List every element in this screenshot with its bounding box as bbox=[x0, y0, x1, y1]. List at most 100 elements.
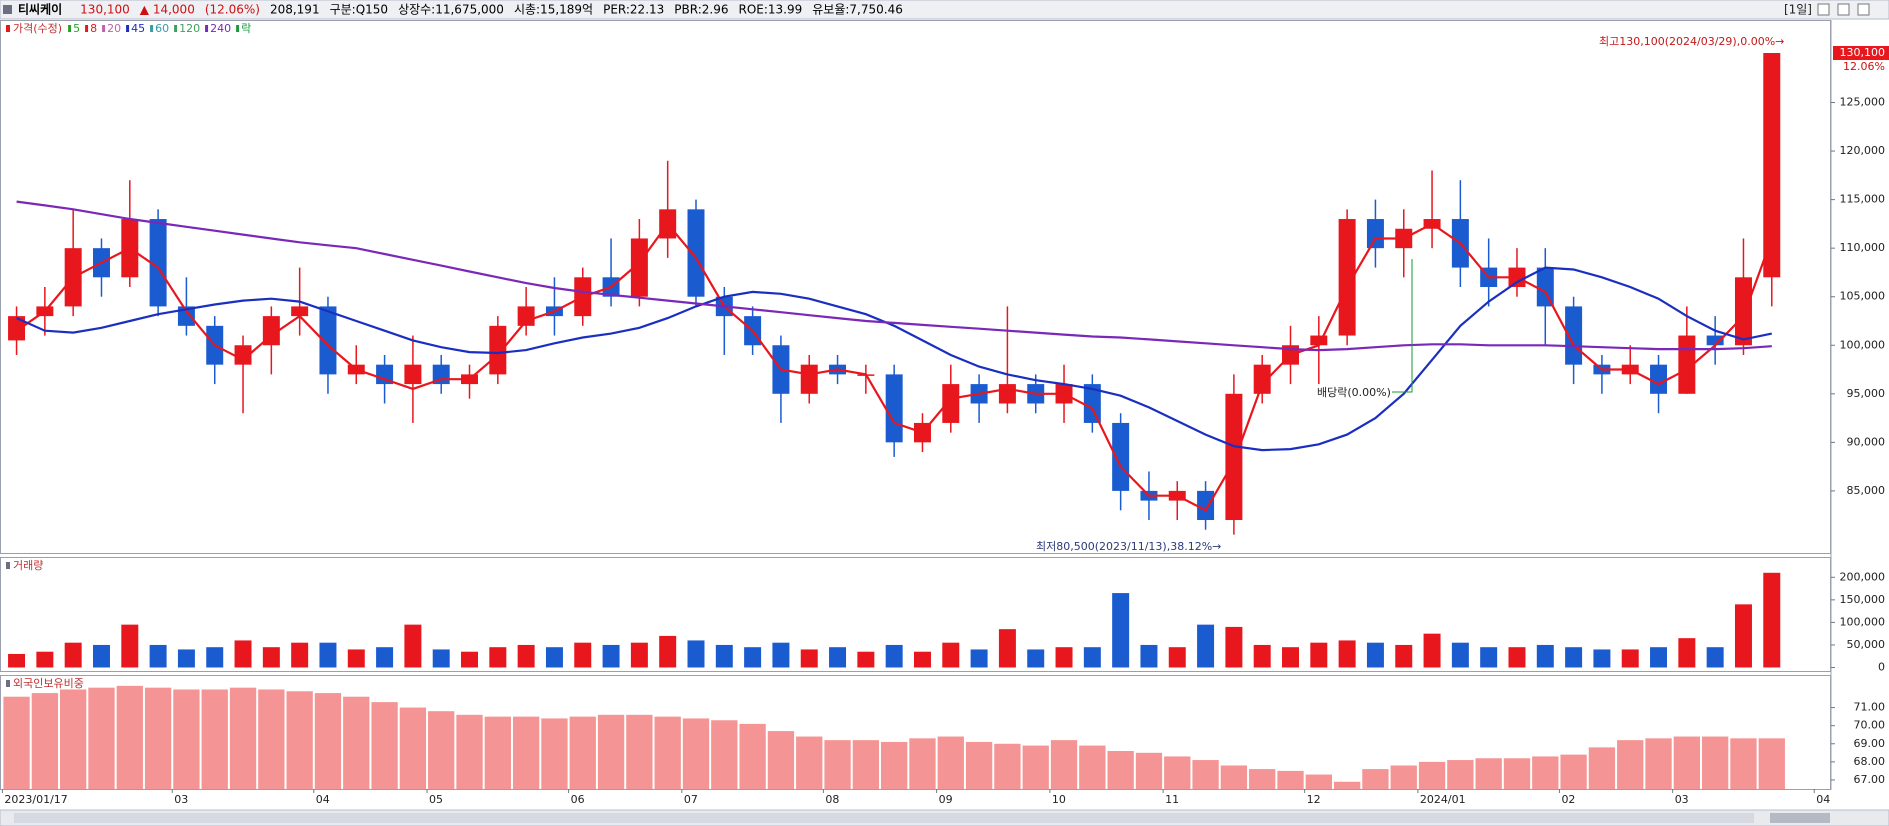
bar bbox=[432, 649, 450, 668]
bar bbox=[1220, 765, 1248, 789]
bar bbox=[1338, 640, 1356, 668]
bar bbox=[796, 736, 823, 789]
bar bbox=[234, 640, 252, 668]
bar bbox=[942, 642, 960, 668]
candle-body bbox=[1197, 490, 1215, 521]
y-tick-label: 200,000 bbox=[1840, 570, 1886, 583]
bar bbox=[767, 731, 795, 789]
y-tick-label: 95,000 bbox=[1847, 387, 1886, 400]
y-tick-label: 150,000 bbox=[1840, 593, 1886, 606]
y-tick-label: 85,000 bbox=[1847, 484, 1886, 497]
x-tick-label: 03 bbox=[174, 793, 188, 806]
moving-average bbox=[16, 200, 1772, 352]
bar bbox=[314, 693, 342, 789]
window-button[interactable] bbox=[1857, 3, 1870, 16]
candle-body bbox=[149, 219, 167, 307]
header-item: ▲ 14,000 bbox=[140, 3, 195, 17]
bar bbox=[994, 743, 1021, 789]
candle-body bbox=[1536, 267, 1554, 307]
candle-body bbox=[291, 306, 309, 317]
bar bbox=[173, 689, 200, 789]
legend-swatch bbox=[85, 25, 89, 32]
window-button[interactable] bbox=[1817, 3, 1830, 16]
bar bbox=[1079, 745, 1106, 789]
bar bbox=[800, 649, 818, 668]
bar bbox=[229, 687, 257, 789]
x-tick-label: 04 bbox=[1816, 793, 1830, 806]
bar bbox=[1310, 642, 1328, 668]
header-item: PBR:2.96 bbox=[674, 3, 728, 17]
price-panel bbox=[0, 20, 1831, 554]
bar bbox=[1451, 642, 1469, 668]
bar bbox=[1423, 633, 1441, 668]
bar bbox=[512, 716, 540, 789]
candle-body bbox=[687, 209, 705, 297]
bar bbox=[1164, 756, 1191, 789]
candle-body bbox=[234, 345, 252, 365]
last-change-label: 12.06% bbox=[1843, 60, 1885, 73]
bar bbox=[1135, 752, 1163, 789]
window-button[interactable] bbox=[1837, 3, 1850, 16]
bar bbox=[1565, 647, 1583, 668]
high-annotation: 최고130,100(2024/03/29),0.00%→ bbox=[1599, 35, 1784, 48]
plot: 85,000 90,000 95,000 100,000 105,000 110,000 1… bbox=[1, 22, 1889, 806]
legend-swatch bbox=[150, 25, 154, 32]
legend-entry: 락 bbox=[241, 22, 251, 35]
info-icon bbox=[3, 5, 12, 14]
dividend-bracket bbox=[1392, 259, 1413, 393]
bar bbox=[177, 649, 195, 668]
bar bbox=[92, 644, 110, 668]
bar bbox=[319, 642, 337, 668]
header-item: 208,191 bbox=[270, 3, 320, 17]
bar bbox=[1734, 604, 1752, 668]
dividend-annotation: 배당락(0.00%) bbox=[1317, 386, 1391, 399]
candle-body bbox=[404, 364, 422, 385]
candle-body bbox=[319, 306, 337, 375]
legend-entry: 8 bbox=[90, 22, 97, 35]
bar bbox=[998, 629, 1016, 668]
low-annotation: 최저80,500(2023/11/13),38.12%→ bbox=[1036, 540, 1221, 553]
bar bbox=[1055, 647, 1073, 668]
bar bbox=[659, 635, 677, 668]
bar bbox=[1678, 638, 1696, 668]
bar bbox=[1249, 769, 1276, 789]
bar bbox=[545, 647, 563, 668]
bar bbox=[347, 649, 365, 668]
candle-body bbox=[1763, 53, 1781, 278]
candle-body bbox=[1366, 219, 1384, 249]
bar bbox=[1758, 738, 1785, 789]
bar bbox=[343, 696, 370, 789]
candle-body bbox=[998, 384, 1016, 404]
x-tick-label: 05 bbox=[429, 793, 443, 806]
header-item: ROE:13.99 bbox=[738, 3, 802, 17]
bar bbox=[1650, 647, 1668, 668]
last-price-box bbox=[1833, 46, 1889, 61]
scroll-track[interactable] bbox=[14, 813, 1754, 823]
bar bbox=[654, 716, 681, 789]
bar bbox=[3, 696, 30, 789]
legend-swatch bbox=[6, 562, 10, 569]
x-tick-label: 10 bbox=[1052, 793, 1066, 806]
bar bbox=[857, 651, 875, 668]
bar bbox=[1702, 736, 1729, 789]
legend-title: 가격(수정) bbox=[13, 22, 62, 35]
bar bbox=[1253, 644, 1271, 668]
y-tick-label: 115,000 bbox=[1840, 193, 1886, 206]
candle-body bbox=[1112, 422, 1130, 491]
value-axis bbox=[1831, 20, 1889, 790]
bar bbox=[711, 720, 738, 789]
bar bbox=[60, 689, 87, 789]
x-tick-label: 02 bbox=[1561, 793, 1575, 806]
bar bbox=[1447, 760, 1474, 789]
header-item: 유보율:7,750.46 bbox=[812, 3, 903, 17]
bar bbox=[909, 738, 936, 789]
x-tick-label: 06 bbox=[571, 793, 585, 806]
header-items: 티씨케이 130,100 ▲ 14,000 (12.06%) 208,191 구분:Q15… bbox=[18, 2, 903, 17]
bar bbox=[291, 642, 309, 668]
scroll-thumb[interactable] bbox=[1770, 813, 1830, 823]
period[interactable]: [1일] bbox=[1784, 3, 1812, 17]
header-item: PER:22.13 bbox=[603, 3, 664, 17]
x-tick-label: 2023/01/17 bbox=[4, 793, 67, 806]
bar bbox=[36, 651, 54, 668]
bar bbox=[1192, 760, 1219, 789]
